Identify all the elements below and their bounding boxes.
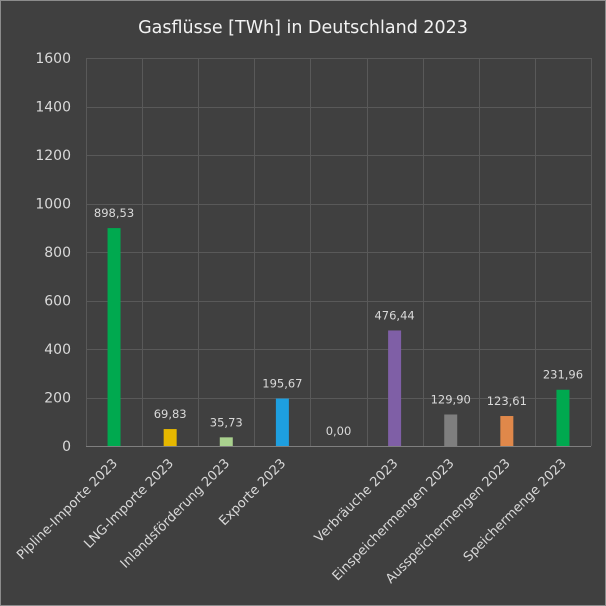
bar bbox=[500, 416, 514, 446]
x-tick-label: Pipline-Importe 2023 bbox=[14, 456, 121, 563]
y-tick-label: 1000 bbox=[35, 197, 71, 213]
bar bbox=[107, 228, 121, 446]
data-label: 195,67 bbox=[262, 377, 302, 391]
data-label: 129,90 bbox=[431, 392, 471, 406]
x-tick-label: Inlandsförderung 2023 bbox=[118, 456, 233, 571]
bar bbox=[556, 389, 570, 446]
y-tick-label: 1600 bbox=[35, 51, 71, 67]
y-tick-label: 200 bbox=[44, 391, 71, 407]
y-tick-label: 0 bbox=[62, 439, 71, 455]
y-tick-label: 600 bbox=[44, 294, 71, 310]
bar bbox=[275, 398, 289, 446]
y-axis-ticks: 0 200 400 600 800 1000 1200 1400 1600 bbox=[35, 51, 71, 455]
data-label: 476,44 bbox=[374, 308, 414, 322]
chart-title: Gasflüsse [TWh] in Deutschland 2023 bbox=[138, 18, 468, 38]
bar bbox=[163, 429, 177, 446]
y-tick-label: 1400 bbox=[35, 100, 71, 116]
bar bbox=[388, 330, 402, 446]
y-tick-label: 800 bbox=[44, 245, 71, 261]
y-tick-label: 400 bbox=[44, 342, 71, 358]
data-label: 123,61 bbox=[487, 394, 527, 408]
data-label: 69,83 bbox=[154, 407, 187, 421]
y-tick-label: 1200 bbox=[35, 148, 71, 164]
data-label: 231,96 bbox=[543, 368, 583, 382]
x-tick-label: Speichermenge 2023 bbox=[461, 456, 570, 565]
bar bbox=[444, 414, 458, 446]
data-labels: 898,53 69,83 35,73 195,67 0,00 476,44 129,90 12… bbox=[94, 206, 583, 438]
data-label: 35,73 bbox=[210, 415, 243, 429]
data-label: 0,00 bbox=[326, 424, 352, 438]
bars bbox=[107, 228, 570, 446]
data-label: 898,53 bbox=[94, 206, 134, 220]
grid-layer bbox=[86, 58, 592, 447]
bar bbox=[219, 437, 233, 446]
